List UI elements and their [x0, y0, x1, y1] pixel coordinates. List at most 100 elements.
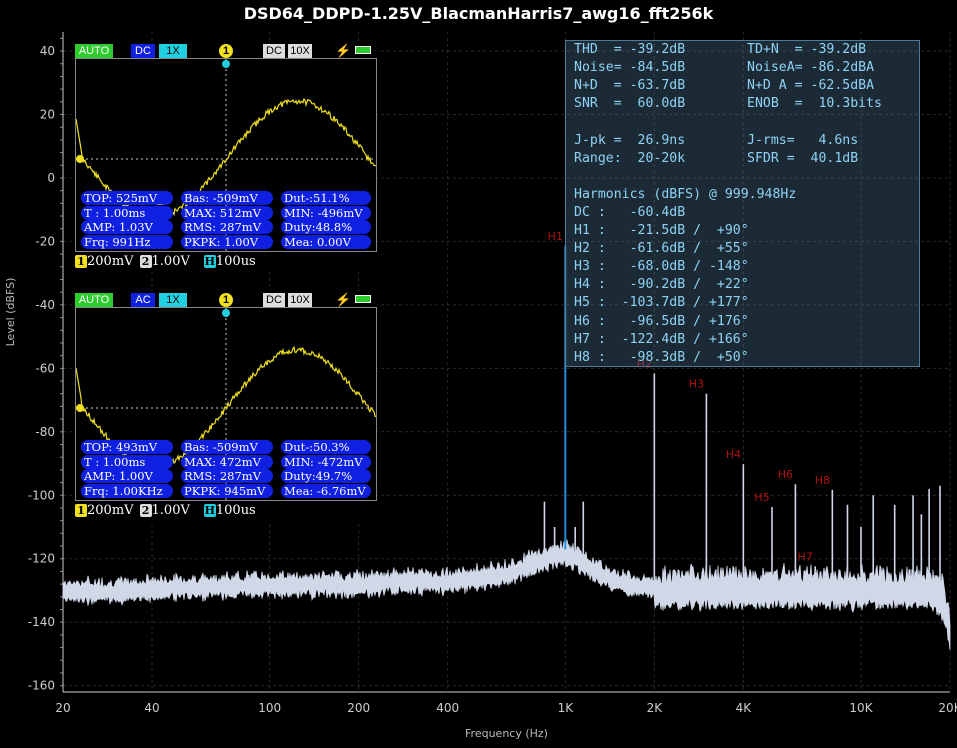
info-row-right: J-rms= 4.6ns [747, 132, 859, 148]
waveform-plot [76, 308, 376, 500]
x-tick-label: 10K [849, 701, 873, 715]
info-row-right: N+D A = -62.5dBA [747, 78, 875, 94]
measurement-pill: PKPK: 945mV [181, 483, 273, 498]
mode-tag: AUTO [75, 293, 113, 307]
probe-tag: 1X [159, 44, 187, 58]
measurement-pill: Dut-:50.3% [281, 440, 371, 454]
measurement-pill: Bas: -509mV [181, 440, 273, 454]
trigger-edge-icon: ⚡ [335, 292, 352, 307]
measurement-pill: AMP: 1.00V [81, 469, 173, 483]
scope-screen: TOP: 525mV_ Bas: -509mV Dut-:51.1% T : 1.00… [75, 58, 377, 252]
x-tick-label: 1K [558, 701, 575, 715]
ch2-number-badge: 2 [139, 255, 152, 268]
y-tick-label: 40 [40, 44, 55, 58]
channel-level-marker [76, 155, 84, 163]
scope-footer: 1 200mV 2 1.00V H100us [75, 254, 385, 270]
harmonic-label: H2 [637, 357, 652, 370]
ch2-number-badge: 2 [139, 504, 152, 517]
info-row-right: NoiseA= -86.2dBA [747, 60, 875, 76]
ch1-number-badge: 1 [75, 255, 87, 268]
harmonic-label: H7 [798, 550, 813, 563]
timebase-value: 100us [215, 503, 256, 518]
ch2-scale: 1.00V [151, 254, 190, 269]
timebase-value: 100us [215, 254, 256, 269]
harmonic-label: H3 [689, 378, 704, 391]
y-axis-label: Level (dBFS) [4, 278, 17, 347]
y-tick-label: -80 [35, 425, 55, 439]
info-row: DC : -60.4dB [574, 204, 686, 220]
battery-icon [355, 295, 371, 303]
measurement-pill: Frq: 991Hz [81, 234, 173, 249]
measurement-pill: Bas: -509mV [181, 191, 273, 205]
ch2-scale: 1.00V [151, 503, 190, 518]
trigger-coupling-tag: DC [263, 293, 285, 307]
info-row: Harmonics (dBFS) @ 999.948Hz [574, 186, 797, 202]
info-row-right: SFDR = 40.1dB [747, 150, 859, 166]
trigger-coupling-tag: DC [263, 44, 285, 58]
y-tick-label: 20 [40, 108, 55, 122]
info-row: H1 : -21.5dB / +90° [574, 223, 749, 238]
info-row: H8 : -98.3dB / +50° [574, 349, 749, 365]
info-row: SNR = 60.0dB [574, 96, 686, 112]
info-row: H5 : -103.7dB / +177° [574, 295, 749, 311]
measurement-pill: MAX: 472mV [181, 454, 273, 469]
measurement-pill: Duty:48.8% [281, 220, 371, 234]
trigger-position-marker [222, 309, 230, 317]
y-tick-label: -40 [35, 298, 55, 312]
measurement-pill: Mea: -6.76mV [281, 483, 371, 498]
info-row: H2 : -61.6dB / +55° [574, 241, 749, 257]
scope-screen: TOP: 493mV Bas: -509mV Dut-:50.3% T : 1.00m… [75, 307, 377, 501]
measurement-pill: AMP: 1.03V [81, 220, 173, 234]
harmonic-label: H1 [548, 230, 563, 243]
measurement-pill: T : 1.00ms [81, 205, 173, 220]
measurement-pill: RMS: 287mV [181, 469, 273, 483]
ch1-scale: 200mV [87, 254, 134, 269]
measurement-pill: PKPK: 1.00V [181, 234, 273, 249]
measurement-pill: MIN: -496mV [281, 205, 371, 220]
channel-marker: 1 [219, 293, 233, 307]
scope-footer: 1 200mV 2 1.00V H100us [75, 503, 385, 519]
harmonic-label: H6 [778, 468, 793, 481]
ch1-scale: 200mV [87, 503, 134, 518]
measurement-pill: TOP: 525mV_ [81, 191, 173, 205]
measurement-pill: T : 1.00ms [81, 454, 173, 469]
info-row: H4 : -90.2dB / +22° [574, 277, 749, 293]
x-tick-label: 40 [144, 701, 159, 715]
info-row-right: TD+N = -39.2dB [747, 42, 867, 57]
channel-marker: 1 [219, 44, 233, 58]
timebase-badge: H [203, 504, 216, 517]
measurement-pill: RMS: 287mV [181, 220, 273, 234]
harmonic-label: H5 [754, 491, 769, 504]
y-tick-label: -160 [28, 679, 55, 693]
harmonic-label: H8 [815, 474, 830, 487]
y-tick-label: -100 [28, 488, 55, 502]
channel-level-marker [76, 404, 84, 412]
mode-tag: AUTO [75, 44, 113, 58]
noise-floor-curve [62, 539, 951, 650]
measurement-pill: MIN: -472mV [281, 454, 371, 469]
measurement-pill: Frq: 1.00KHz [81, 483, 173, 498]
harmonic-label: H4 [726, 448, 741, 461]
scope-capture-2: AUTO AC 1X 1 DC 10X ⚡ TOP: 493mV Bas: -509mV Dut-… [75, 291, 377, 521]
x-tick-label: 2K [647, 701, 664, 715]
info-row: H6 : -96.5dB / +176° [574, 313, 749, 329]
battery-icon [355, 46, 371, 54]
measurement-panel: THD = -39.2dB TD+N = -39.2dB Noise= -84.5d… [565, 40, 920, 367]
trigger-edge-icon: ⚡ [335, 43, 352, 58]
x-axis-label: Frequency (Hz) [465, 727, 548, 740]
info-row: H7 : -122.4dB / +166° [574, 331, 749, 347]
measurement-pill: Dut-:51.1% [281, 191, 371, 205]
y-tick-label: -20 [35, 234, 55, 248]
info-row-right: ENOB = 10.3bits [747, 96, 882, 112]
info-row: N+D = -63.7dB [574, 78, 686, 94]
info-row: J-pk = 26.9ns [574, 132, 686, 148]
info-row: Noise= -84.5dB [574, 60, 686, 76]
timebase-badge: H [203, 255, 216, 268]
info-row: H3 : -68.0dB / -148° [574, 259, 749, 275]
measurement-pill: Mea: 0.00V [281, 234, 371, 249]
coupling-tag: AC [131, 293, 155, 307]
y-tick-label: -60 [35, 361, 55, 375]
x-tick-label: 4K [736, 701, 753, 715]
chart-title: DSD64_DDPD-1.25V_BlacmanHarris7_awg16_ff… [243, 4, 714, 23]
